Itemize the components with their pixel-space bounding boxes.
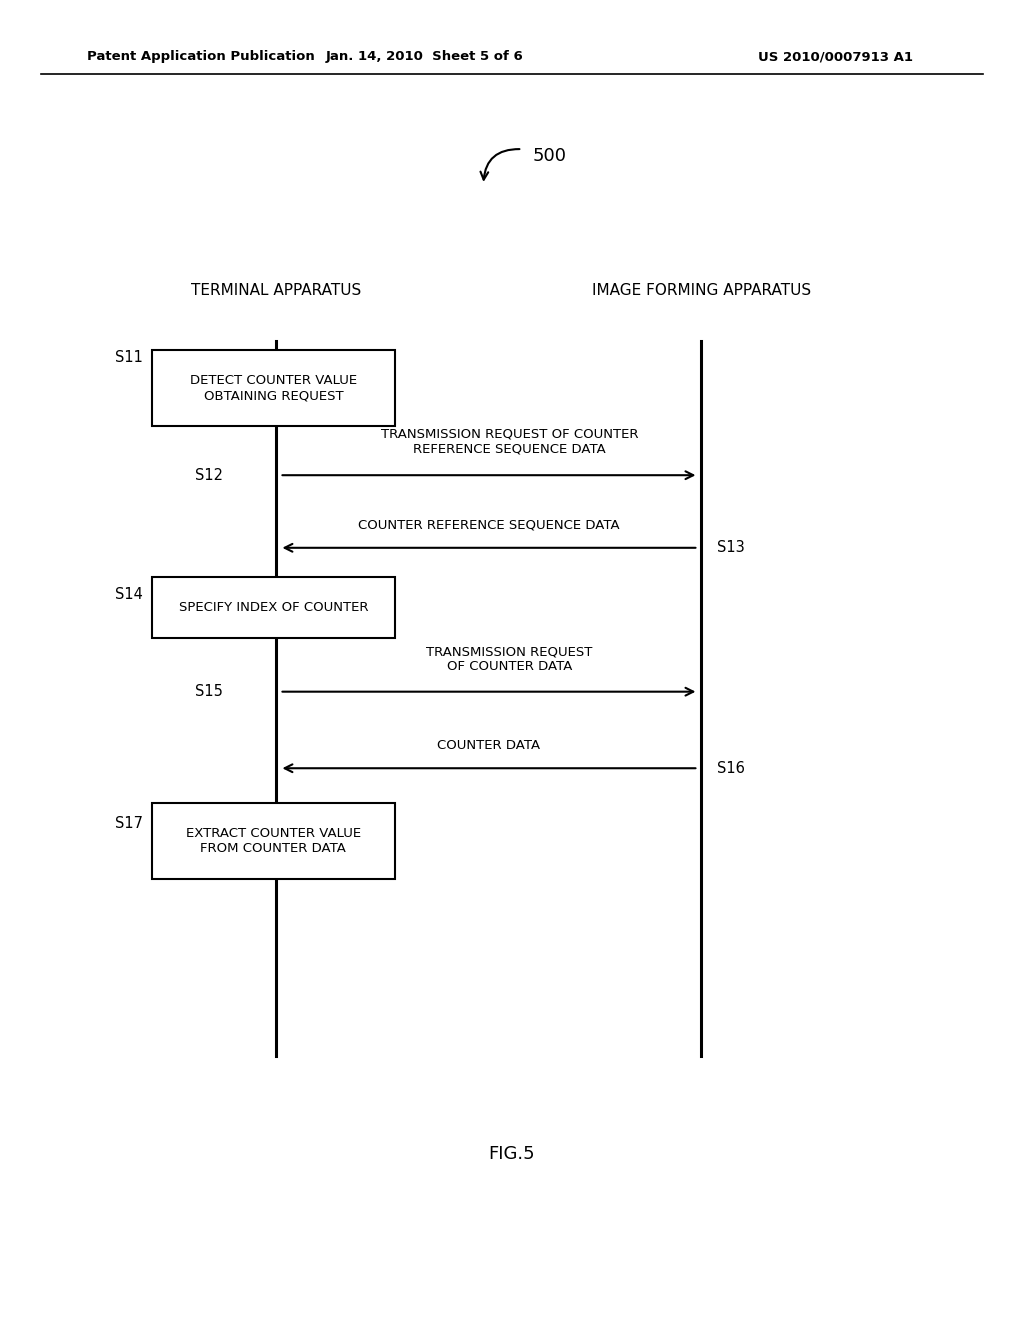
Text: FIG.5: FIG.5 [488,1144,536,1163]
Text: Jan. 14, 2010  Sheet 5 of 6: Jan. 14, 2010 Sheet 5 of 6 [326,50,524,63]
Text: US 2010/0007913 A1: US 2010/0007913 A1 [758,50,912,63]
Text: DETECT COUNTER VALUE
OBTAINING REQUEST: DETECT COUNTER VALUE OBTAINING REQUEST [189,374,357,403]
Text: Patent Application Publication: Patent Application Publication [87,50,314,63]
Text: S12: S12 [196,467,223,483]
Text: TRANSMISSION REQUEST OF COUNTER
REFERENCE SEQUENCE DATA: TRANSMISSION REQUEST OF COUNTER REFERENC… [381,428,638,455]
Text: IMAGE FORMING APPARATUS: IMAGE FORMING APPARATUS [592,282,811,298]
Text: COUNTER DATA: COUNTER DATA [437,739,541,752]
Bar [152,350,395,426]
Text: S16: S16 [717,760,744,776]
Text: TERMINAL APPARATUS: TERMINAL APPARATUS [191,282,361,298]
Text: S14: S14 [115,587,142,602]
Text: SPECIFY INDEX OF COUNTER: SPECIFY INDEX OF COUNTER [178,601,369,614]
Text: EXTRACT COUNTER VALUE
FROM COUNTER DATA: EXTRACT COUNTER VALUE FROM COUNTER DATA [185,826,361,855]
Bar [152,803,395,879]
Text: S11: S11 [115,350,142,364]
Text: COUNTER REFERENCE SEQUENCE DATA: COUNTER REFERENCE SEQUENCE DATA [358,519,620,532]
Text: TRANSMISSION REQUEST
OF COUNTER DATA: TRANSMISSION REQUEST OF COUNTER DATA [426,645,593,673]
Text: S17: S17 [115,816,142,830]
Text: 500: 500 [532,147,566,165]
Text: S13: S13 [717,540,744,556]
Bar [152,577,395,638]
Text: S15: S15 [196,684,223,700]
